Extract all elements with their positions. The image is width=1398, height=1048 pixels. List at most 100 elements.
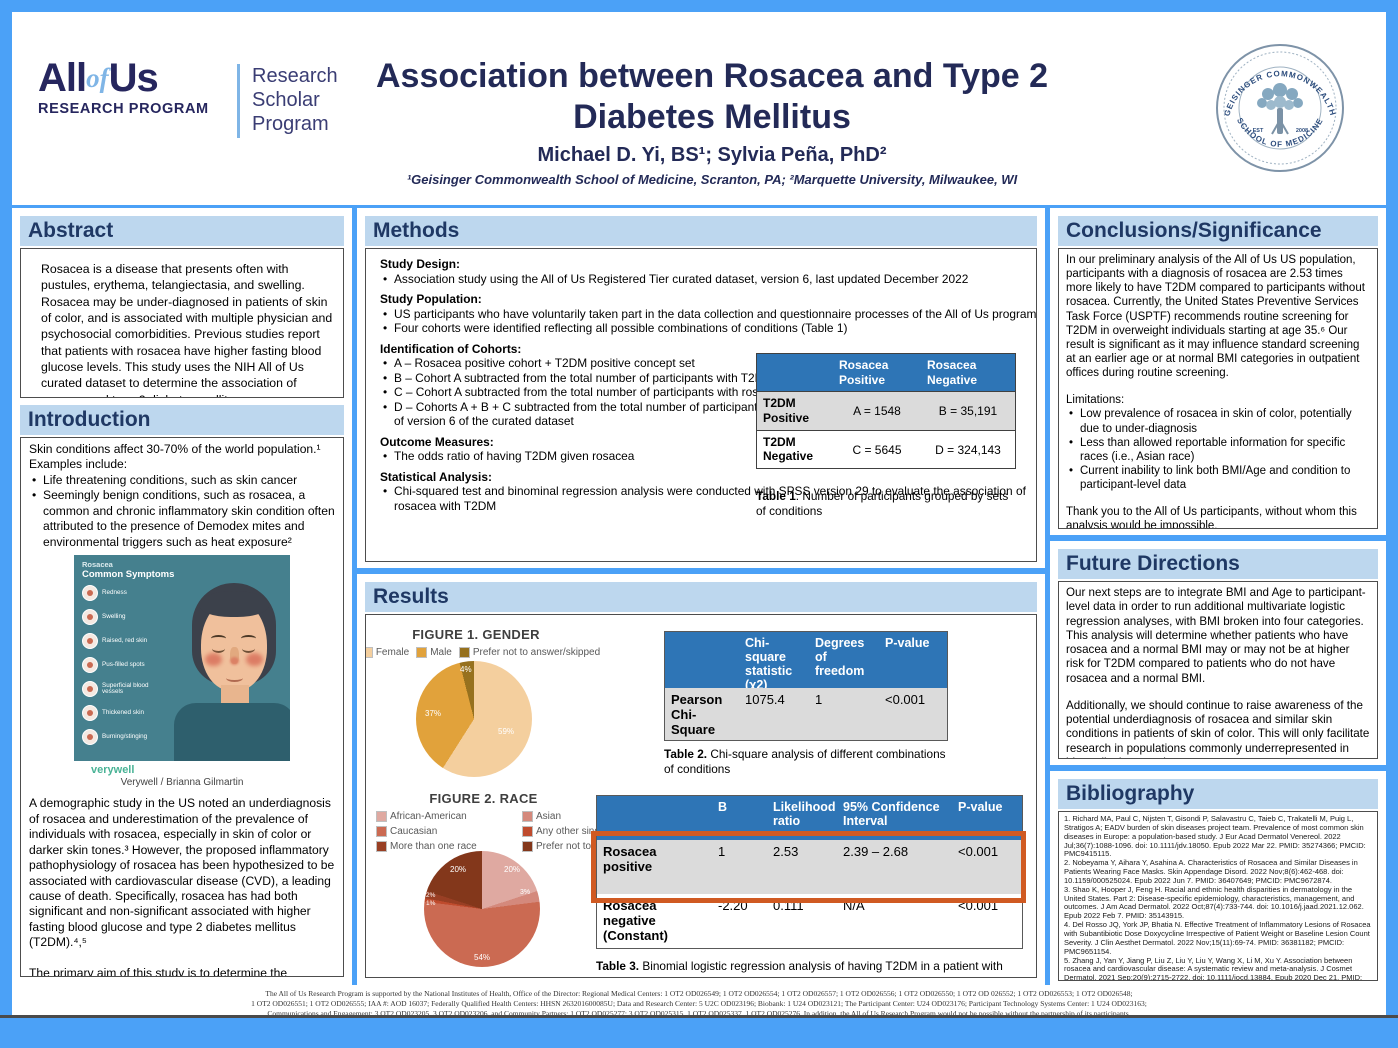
legend-swatch — [376, 841, 387, 852]
table3-cell: 1 — [712, 840, 767, 894]
legend-swatch — [522, 841, 533, 852]
table3-corner-cell — [597, 796, 712, 840]
conclusions-section: Conclusions/Significance In our prelimin… — [1050, 208, 1386, 535]
figure1-legend: Female Male Prefer not to answer/skipped — [366, 647, 600, 658]
outcome-bullet: The odds ratio of having T2DM given rosa… — [380, 449, 786, 464]
figure2-title: FIGURE 2. RACE — [429, 791, 538, 806]
abstract-body: Rosacea is a disease that presents often… — [20, 248, 344, 398]
header-panel: AllofUs RESEARCH PROGRAM Research Schola… — [12, 12, 1386, 205]
symptom-label: Superficial blood vessels — [102, 681, 149, 696]
face-cheek-redness — [246, 653, 263, 667]
legend-swatch — [416, 647, 428, 658]
seal-tree-icon — [1257, 83, 1303, 135]
cohort-bullet: B – Cohort A subtracted from the total n… — [380, 371, 786, 386]
legend-item: Any other single race — [522, 826, 668, 837]
table1-caption-number: Table 1 — [756, 489, 796, 503]
table1: Rosacea Positive Rosacea Negative T2DM P… — [756, 353, 1016, 469]
results-heading: Results — [365, 582, 1037, 612]
all-of-us-logo-wordmark: AllofUs — [38, 58, 209, 98]
legend-label: More than one race — [390, 841, 477, 852]
table2: Chi-square statistic (χ2) Degrees of fre… — [664, 631, 948, 741]
introduction-line1: Skin conditions affect 30-70% of the wor… — [29, 442, 321, 456]
future-directions-section: Future Directions Our next steps are to … — [1050, 541, 1386, 765]
table1-corner-cell — [757, 354, 833, 392]
table3-cell: <0.001 — [958, 898, 999, 913]
face-cheek-redness — [205, 653, 222, 667]
logo-all: All — [38, 56, 87, 100]
conclusions-paragraph: In our preliminary analysis of the All o… — [1066, 254, 1365, 380]
symptom-label: Burning/stinging — [102, 732, 148, 740]
results-section: Results FIGURE 1. GENDER Female Male Pre… — [357, 574, 1045, 985]
poster-title-line2: Diabetes Mellitus — [573, 98, 851, 137]
bibliography-section: Bibliography 1. Richard MA, Paul C, Nijs… — [1050, 771, 1386, 985]
all-of-us-logo: AllofUs RESEARCH PROGRAM — [38, 58, 209, 117]
symptom-item: Raised, red skin — [82, 633, 156, 650]
table3-caption-text: Binomial logistic regression analysis of… — [596, 959, 1003, 977]
symptom-icon — [82, 585, 98, 602]
symptom-icon — [82, 729, 98, 746]
legend-label: Any other single race — [536, 826, 630, 837]
table2-caption-number: Table 2. — [664, 747, 708, 761]
seal-est: EST — [1253, 128, 1264, 134]
footer-line: The All of Us Research Program is suppor… — [265, 989, 1133, 998]
face-brow — [211, 635, 226, 642]
legend-item: More than one race — [376, 841, 522, 852]
future-directions-heading: Future Directions — [1058, 549, 1378, 579]
legend-item: African-American — [376, 811, 522, 822]
cohort-bullet: D – Cohorts A + B + C subtracted from th… — [380, 400, 786, 429]
limitation-bullet: Less than allowed reportable information… — [1066, 436, 1370, 464]
table3-row-label: Rosacea positive — [597, 840, 712, 894]
legend-label: Caucasian — [390, 826, 438, 837]
reference: 5. Zhang J, Yan Y, Jiang P, Liu Z, Liu Y… — [1064, 955, 1363, 981]
table3-row-label: Rosacea negative (Constant) — [603, 898, 668, 943]
table1-cell: B = 35,191 — [921, 391, 1015, 430]
bibliography-heading: Bibliography — [1058, 779, 1378, 809]
legend-swatch — [522, 811, 533, 822]
table2-caption-text: Chi-square analysis of different combina… — [664, 747, 946, 776]
table1-caption: Table 1. Number of participants grouped … — [756, 489, 1018, 518]
legend-item: Asian — [522, 811, 668, 822]
illustration-credit: Verywell / Brianna Gilmartin — [120, 777, 244, 789]
footer-divider — [0, 1015, 1398, 1018]
symptom-label: Raised, red skin — [102, 636, 148, 644]
seal-year: 2008 — [1296, 128, 1308, 134]
geisinger-seal-logo: GEISINGER COMMONWEALTH SCHOOL OF MEDICIN… — [1216, 44, 1344, 172]
reference: 4. Del Rosso JQ, York JP, Bhatia N. Effe… — [1064, 920, 1371, 956]
face-mouth — [226, 674, 243, 683]
table3-col-header: B — [712, 796, 767, 840]
table1-col-header: Rosacea Positive — [833, 354, 921, 392]
affiliations: ¹Geisinger Commonwealth School of Medici… — [406, 171, 1018, 187]
footer-panel: The All of Us Research Program is suppor… — [12, 985, 1386, 1018]
poster-title-line1: Association between Rosacea and Type 2 — [375, 57, 1049, 95]
face-brow — [241, 635, 256, 642]
table3-caption: Table 3. Binomial logistic regression an… — [596, 959, 1036, 977]
table3-col-header: Likelihood ratio — [767, 796, 837, 840]
symptom-icon — [82, 609, 98, 626]
symptom-label: Pus-filled spots — [102, 660, 145, 668]
symptom-icon — [82, 705, 98, 722]
face-eye — [242, 644, 255, 654]
future-directions-paragraph: Additionally, we should continue to rais… — [1066, 698, 1370, 758]
verywell-logo: verywell — [91, 764, 135, 777]
research-scholar-program-label: Research Scholar Program — [252, 64, 338, 136]
table3-cell: 0.111 — [773, 898, 804, 913]
face-neck — [221, 685, 249, 708]
reference: 3. Shao K, Hooper J, Feng H. Racial and … — [1064, 884, 1364, 921]
table3-cell: 2.53 — [767, 840, 837, 894]
table3-col-header: 95% Confidence Interval — [837, 796, 952, 840]
table2-cell: 1075.4 — [739, 688, 809, 740]
funding-acknowledgment: The All of Us Research Program is suppor… — [12, 985, 1386, 1018]
authors: Michael D. Yi, BS¹; Sylvia Peña, PhD² — [537, 143, 887, 166]
symptom-item: Swelling — [82, 609, 156, 626]
limitation-bullet: Current inability to link both BMI/Age a… — [1066, 464, 1370, 492]
pie-slice-label: 54% — [474, 953, 491, 962]
gender-pie-chart: 59% 37% 4% — [416, 661, 532, 777]
face-nose-redness — [230, 657, 239, 666]
study-design-label: Study Design: — [380, 257, 460, 271]
pie-slice-label: 2% — [426, 892, 436, 899]
illustration-subtitle: Common Symptoms — [82, 569, 175, 581]
cohort-bullet: C – Cohort A subtracted from the total n… — [380, 385, 786, 400]
reference: 2. Nobeyama Y, Aihara Y, Asahina A. Char… — [1064, 858, 1358, 885]
introduction-paragraph: The primary aim of this study is to dete… — [29, 965, 288, 977]
study-population-bullet: US participants who have voluntarily tak… — [380, 307, 1036, 322]
